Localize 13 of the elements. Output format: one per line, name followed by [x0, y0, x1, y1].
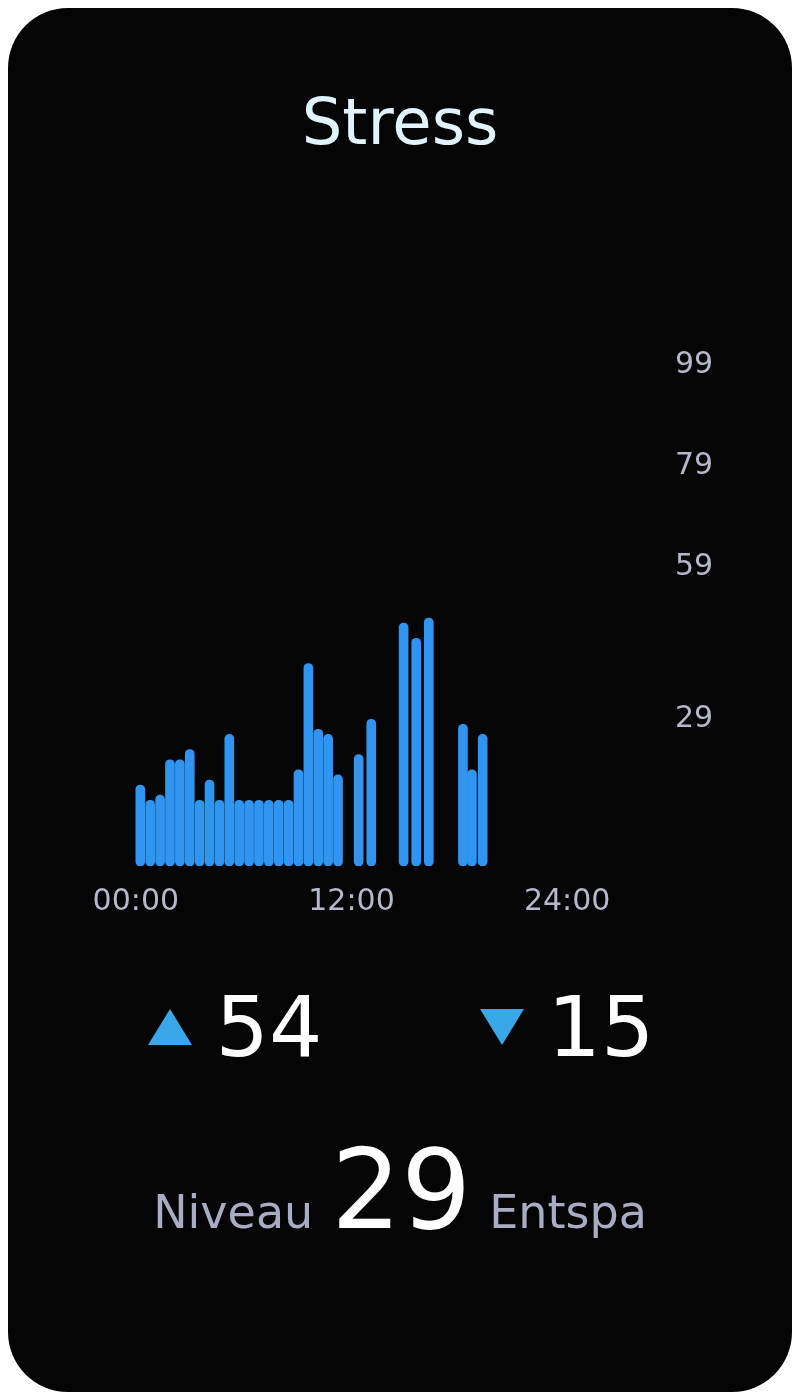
text: 15 — [547, 978, 655, 1076]
text: Niveau — [153, 1185, 314, 1239]
y-tick-label: 79 — [675, 446, 714, 482]
text: 54 — [215, 978, 323, 1076]
text: Entspa — [489, 1185, 647, 1239]
x-tick-label: 12:00 — [308, 881, 395, 917]
y-tick-label: 29 — [675, 699, 714, 735]
x-tick-label: 24:00 — [523, 881, 611, 917]
y-tick-label: 59 — [675, 547, 714, 583]
x-tick-label: 00:00 — [92, 881, 180, 917]
text: 29 — [331, 1126, 472, 1254]
chart-title: Stress — [300, 84, 500, 161]
y-tick-label: 99 — [675, 344, 714, 380]
